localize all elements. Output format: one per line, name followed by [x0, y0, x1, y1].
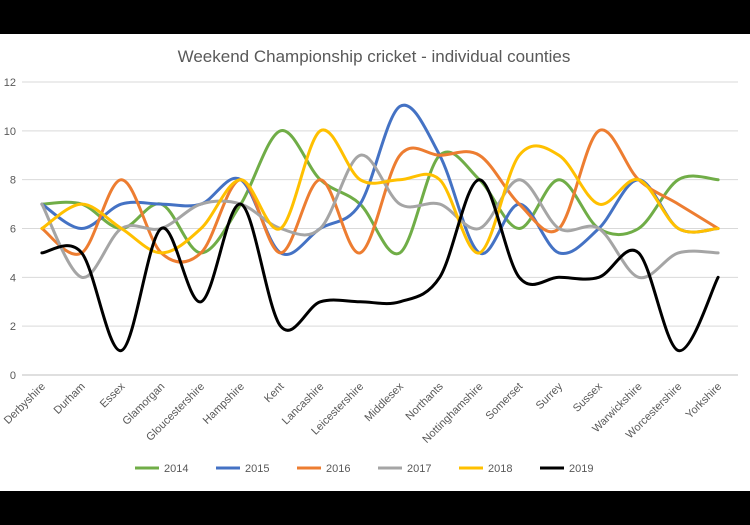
series-line-2018 [40, 128, 720, 255]
line-chart: Weekend Championship cricket - individua… [2, 47, 738, 475]
y-tick-label: 12 [4, 77, 16, 89]
x-tick-label: Hampshire [201, 381, 247, 427]
chart-title: Weekend Championship cricket - individua… [178, 47, 571, 66]
series-line-2019 [40, 178, 720, 353]
x-tick-label: Essex [98, 380, 128, 410]
series-line-2017 [40, 153, 720, 280]
x-tick-label: Northants [404, 380, 447, 423]
legend-label-2015: 2015 [245, 463, 269, 475]
x-tick-label: Sussex [571, 380, 605, 414]
series-line-2016 [40, 128, 720, 264]
y-tick-label: 6 [10, 224, 16, 236]
series-lines [40, 103, 720, 353]
y-tick-label: 0 [10, 370, 16, 382]
x-tick-label: Derbyshire [2, 381, 48, 427]
legend: 2014 2015 2016 2017 2018 2019 [135, 463, 593, 475]
x-tick-label: Surrey [534, 380, 566, 412]
x-tick-label: Durham [52, 381, 88, 417]
x-axis: Derbyshire Durham EssexGlamorganGloucester… [2, 380, 724, 445]
gridlines [22, 81, 738, 376]
y-tick-label: 8 [10, 175, 16, 187]
legend-label-2016: 2016 [326, 463, 350, 475]
y-tick-label: 4 [10, 272, 16, 284]
chart-area: Weekend Championship cricket - individua… [0, 34, 750, 491]
x-tick-label: Yorkshire [684, 381, 725, 422]
x-tick-label: Somerset [484, 381, 526, 423]
x-tick-label: Middlesex [363, 380, 407, 424]
legend-label-2019: 2019 [569, 463, 593, 475]
y-axis: 0 2 4 6 8 10 12 [4, 77, 16, 382]
legend-label-2018: 2018 [488, 463, 512, 475]
x-tick-label: Kent [262, 381, 286, 405]
legend-label-2014: 2014 [164, 463, 188, 475]
legend-label-2017: 2017 [407, 463, 431, 475]
series-line-2015 [40, 103, 720, 257]
y-tick-label: 10 [4, 126, 16, 138]
y-tick-label: 2 [10, 321, 16, 333]
